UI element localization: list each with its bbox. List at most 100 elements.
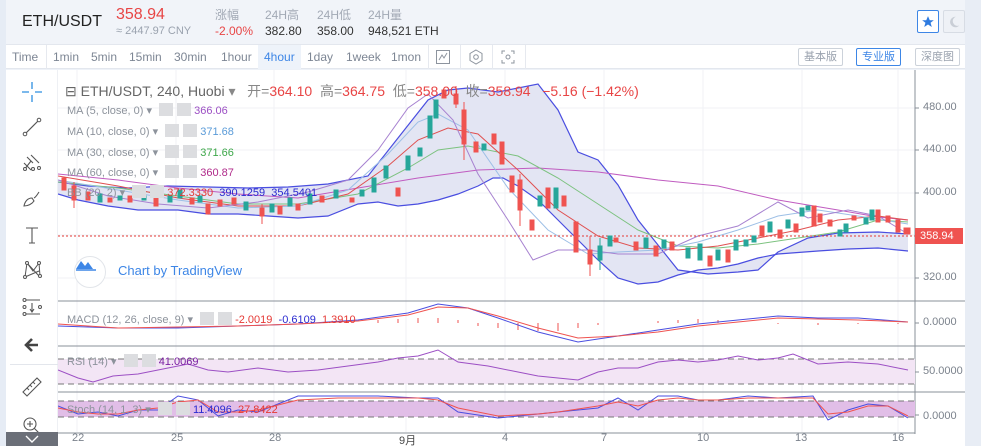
close-icon[interactable] bbox=[183, 145, 198, 158]
gear-icon[interactable] bbox=[200, 312, 215, 325]
measure-icon bbox=[22, 298, 42, 316]
gear-icon[interactable] bbox=[123, 354, 138, 367]
rsi-axis-label: 50.0000 bbox=[923, 365, 963, 377]
time-axis-label: 4 bbox=[502, 432, 509, 444]
tradingview-cloud-icon bbox=[76, 261, 96, 271]
tab-15min[interactable]: 15min bbox=[129, 50, 162, 64]
brush-tool[interactable] bbox=[16, 184, 48, 212]
screenshot-icon bbox=[501, 50, 515, 64]
gear-icon[interactable] bbox=[165, 165, 180, 178]
divider bbox=[460, 45, 461, 69]
change-value: −5.16 (−1.42%) bbox=[542, 83, 639, 99]
macd-axis-label: 0.0000 bbox=[923, 316, 957, 328]
pitchfork-tool[interactable] bbox=[16, 149, 48, 177]
divider bbox=[492, 45, 493, 69]
favorite-button[interactable] bbox=[917, 10, 939, 33]
close-value: 358.94 bbox=[487, 83, 531, 99]
chart-indicator-icon bbox=[436, 50, 450, 64]
right-edge bbox=[965, 0, 981, 446]
crosshair-icon bbox=[22, 82, 42, 102]
collapse-legend-icon[interactable]: ⊟ bbox=[65, 83, 77, 99]
tab-1min[interactable]: 1min bbox=[53, 50, 80, 64]
trend-line-icon bbox=[22, 117, 42, 137]
divider bbox=[10, 364, 58, 365]
close-icon[interactable] bbox=[177, 103, 192, 116]
close-icon[interactable] bbox=[150, 185, 165, 198]
text-tool[interactable] bbox=[16, 221, 48, 249]
chevron-down-icon bbox=[25, 435, 39, 443]
stat-24h-low: 24H低 358.00 bbox=[317, 8, 354, 38]
view-depth-button[interactable]: 深度图 bbox=[915, 48, 960, 66]
tradingview-logo[interactable] bbox=[74, 256, 106, 288]
tab-30min[interactable]: 30min bbox=[174, 50, 207, 64]
tab-1week[interactable]: 1week bbox=[346, 50, 381, 64]
legend-stoch: Stoch (14, 1, 3) ▾ 11.4096 27.8422 bbox=[67, 402, 278, 416]
price-axis-label: 400.00 bbox=[923, 186, 957, 198]
legend-ma10: MA (10, close, 0) ▾ 371.68 bbox=[67, 124, 234, 138]
legend-macd: MACD (12, 26, close, 9) ▾ -2.0019 -0.610… bbox=[67, 312, 356, 326]
close-icon[interactable] bbox=[218, 312, 233, 325]
time-axis-label: 16 bbox=[892, 432, 905, 444]
left-edge bbox=[0, 0, 6, 446]
gear-icon[interactable] bbox=[159, 103, 174, 116]
time-axis-label: 13 bbox=[795, 432, 808, 444]
pattern-tool[interactable] bbox=[16, 256, 48, 284]
pattern-icon bbox=[23, 261, 42, 279]
cny-price: ≈ 2447.97 CNY bbox=[116, 25, 192, 37]
screenshot-button[interactable] bbox=[499, 48, 517, 66]
time-axis-label: 7 bbox=[601, 432, 608, 444]
symbol-label[interactable]: ETH/USDT, 240, Huobi bbox=[80, 83, 225, 99]
gear-icon[interactable] bbox=[157, 402, 172, 415]
crosshair-tool[interactable] bbox=[16, 78, 48, 106]
gear-icon[interactable] bbox=[165, 145, 180, 158]
legend-ma60: MA (60, close, 0) ▾ 360.87 bbox=[67, 165, 234, 179]
indicator-button[interactable] bbox=[434, 48, 452, 66]
time-axis-label: 10 bbox=[697, 432, 710, 444]
theme-toggle-button[interactable] bbox=[943, 10, 965, 33]
tradingview-chart[interactable]: ⊟ ETH/USDT, 240, Huobi ▾ 开=364.10 高=364.… bbox=[58, 70, 965, 446]
back-arrow-icon bbox=[24, 338, 38, 352]
divider bbox=[46, 45, 47, 69]
close-icon[interactable] bbox=[175, 402, 190, 415]
low-value: 358.00 bbox=[414, 83, 458, 99]
tab-1mon[interactable]: 1mon bbox=[391, 50, 422, 64]
trend-line-tool[interactable] bbox=[16, 113, 48, 141]
tab-1day[interactable]: 1day bbox=[307, 50, 334, 64]
ruler-icon bbox=[22, 377, 42, 397]
close-icon[interactable] bbox=[183, 165, 198, 178]
pitchfork-icon bbox=[23, 154, 41, 171]
main-series-legend: ⊟ ETH/USDT, 240, Huobi ▾ 开=364.10 高=364.… bbox=[65, 83, 639, 99]
close-icon[interactable] bbox=[141, 354, 156, 367]
tab-4hour[interactable]: 4hour bbox=[258, 45, 301, 69]
tab-5min[interactable]: 5min bbox=[91, 50, 118, 64]
tradingview-link[interactable]: Chart by TradingView bbox=[118, 263, 243, 278]
drawing-toolbar bbox=[6, 70, 58, 446]
tab-1hour[interactable]: 1hour bbox=[221, 50, 252, 64]
last-price: 358.94 bbox=[116, 6, 165, 23]
time-axis-label: 9月 bbox=[399, 435, 417, 446]
price-axis-label: 440.00 bbox=[923, 143, 957, 155]
brush-icon bbox=[23, 191, 40, 207]
gear-icon[interactable] bbox=[132, 185, 147, 198]
gear-icon[interactable] bbox=[165, 124, 180, 137]
collapse-toolbar-button[interactable] bbox=[6, 432, 58, 446]
open-value: 364.10 bbox=[269, 83, 313, 99]
view-pro-button[interactable]: 专业版 bbox=[856, 48, 901, 66]
price-axis-label: 320.00 bbox=[923, 271, 957, 283]
moon-icon bbox=[950, 16, 960, 27]
pair-name: ETH/USDT bbox=[22, 13, 102, 30]
tab-time[interactable]: Time bbox=[12, 50, 39, 64]
chart-settings-button[interactable] bbox=[467, 48, 485, 66]
star-icon bbox=[922, 15, 934, 27]
text-icon bbox=[26, 227, 38, 244]
close-icon[interactable] bbox=[183, 124, 198, 137]
price-axis-label: 480.00 bbox=[923, 101, 957, 113]
back-tool[interactable] bbox=[16, 331, 48, 359]
measure-tool[interactable] bbox=[16, 293, 48, 321]
view-basic-button[interactable]: 基本版 bbox=[798, 48, 843, 66]
stat-24h-high: 24H高 382.80 bbox=[265, 8, 302, 38]
legend-bb: BB (20, 2) ▾ 372.3330 390.1259 354.5401 bbox=[67, 185, 318, 199]
high-value: 364.75 bbox=[342, 83, 385, 99]
divider bbox=[525, 45, 526, 69]
ruler-tool[interactable] bbox=[16, 373, 48, 401]
